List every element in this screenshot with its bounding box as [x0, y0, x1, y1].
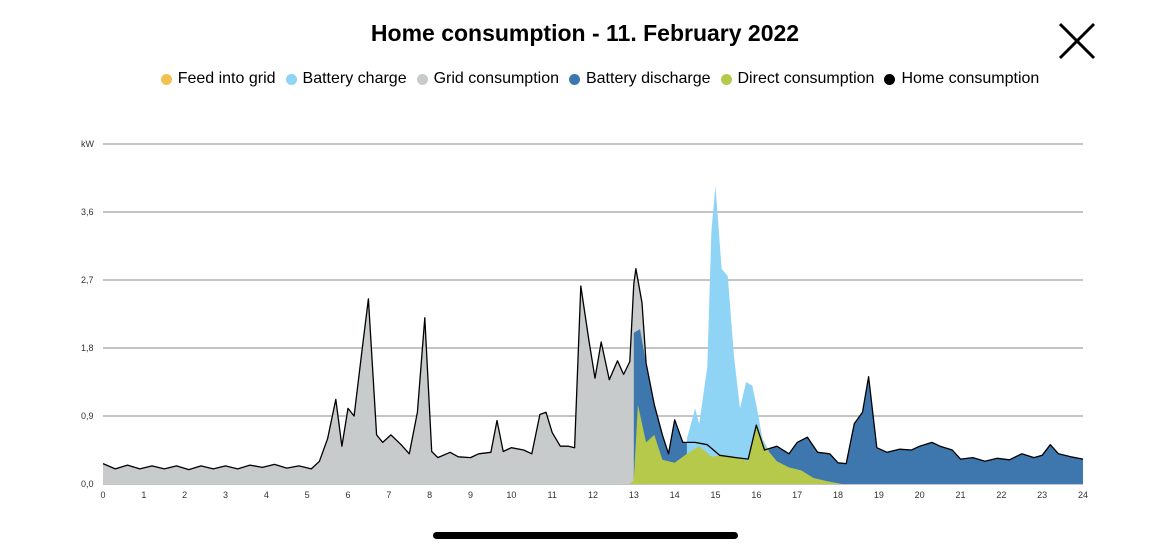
legend-item-home-consumption[interactable]: Home consumption [884, 70, 1039, 88]
x-tick-label: 24 [1078, 490, 1088, 500]
x-tick-label: 16 [751, 490, 761, 500]
x-tick-label: 8 [427, 490, 432, 500]
legend-label: Direct consumption [737, 70, 875, 87]
x-tick-label: 15 [710, 490, 720, 500]
home-indicator [433, 532, 738, 539]
x-tick-label: 5 [305, 490, 310, 500]
y-tick-label: 0,0 [81, 479, 94, 489]
legend-label: Home consumption [901, 70, 1040, 87]
y-tick-label: 1,8 [81, 343, 94, 353]
legend-label: Battery discharge [585, 70, 711, 87]
legend-dot-icon [884, 73, 896, 85]
chart-legend: Feed into grid Battery charge Grid consu… [0, 70, 1170, 88]
x-tick-label: 3 [223, 490, 228, 500]
x-tick-label: 0 [100, 490, 105, 500]
area-direct-consumption [629, 404, 843, 484]
area-battery-charge [686, 185, 769, 484]
x-tick-label: 19 [874, 490, 884, 500]
legend-item-battery-charge[interactable]: Battery charge [285, 70, 407, 88]
x-tick-label: 14 [670, 490, 680, 500]
legend-item-grid-consumption[interactable]: Grid consumption [416, 70, 559, 88]
legend-item-direct-consumption[interactable]: Direct consumption [720, 70, 875, 88]
legend-item-battery-discharge[interactable]: Battery discharge [568, 70, 711, 88]
area-grid-consumption [103, 268, 647, 484]
close-x-icon[interactable] [1056, 20, 1098, 62]
legend-dot-icon [160, 73, 172, 85]
y-tick-label: 3,6 [81, 207, 94, 217]
y-tick-label: kW [81, 139, 95, 149]
x-tick-label: 9 [468, 490, 473, 500]
page-title: Home consumption - 11. February 2022 [370, 20, 800, 46]
legend-dot-icon [285, 73, 297, 85]
x-tick-label: 11 [547, 490, 556, 500]
legend-dot-icon [416, 73, 428, 85]
x-tick-label: 20 [915, 490, 925, 500]
legend-dot-icon [568, 73, 580, 85]
x-tick-label: 1 [141, 490, 146, 500]
x-tick-label: 17 [792, 490, 802, 500]
y-tick-label: 0,9 [81, 411, 94, 421]
x-tick-label: 2 [182, 490, 187, 500]
line-home-consumption [102, 268, 1084, 471]
x-tick-label: 18 [833, 490, 843, 500]
legend-label: Feed into grid [177, 70, 276, 87]
x-tick-label: 13 [629, 490, 639, 500]
x-tick-label: 7 [386, 490, 391, 500]
legend-label: Battery charge [302, 70, 407, 87]
legend-item-feed-into-grid[interactable]: Feed into grid [160, 70, 276, 88]
x-tick-label: 6 [345, 490, 350, 500]
x-tick-label: 12 [588, 490, 598, 500]
legend-label: Grid consumption [433, 70, 559, 87]
x-tick-label: 10 [506, 490, 516, 500]
x-tick-label: 4 [264, 490, 269, 500]
x-tick-label: 21 [955, 490, 965, 500]
legend-dot-icon [720, 73, 732, 85]
x-tick-label: 23 [1037, 490, 1047, 500]
y-tick-label: 2,7 [81, 275, 94, 285]
x-tick-label: 22 [996, 490, 1006, 500]
